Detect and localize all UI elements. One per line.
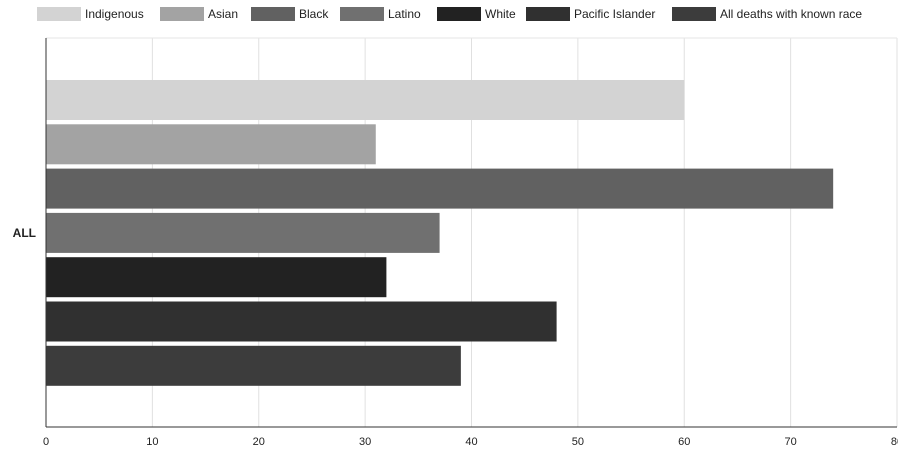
bar-asian (46, 124, 376, 165)
x-tick-label-80: 80 (891, 436, 898, 448)
x-tick-label-20: 20 (253, 436, 265, 448)
bar-indigenous (46, 80, 685, 120)
legend-label-indigenous: Indigenous (85, 7, 144, 21)
bar-latino (46, 212, 440, 253)
x-tick-label-40: 40 (465, 436, 477, 448)
axes: 0 10 20 30 40 50 60 70 80 ALL (13, 38, 898, 448)
x-tick-label-10: 10 (146, 436, 158, 448)
legend-label-white: White (485, 7, 516, 21)
legend-label-pacific-islander: Pacific Islander (574, 7, 655, 21)
x-tick-label-0: 0 (43, 436, 49, 448)
legend-swatch-latino (340, 7, 384, 21)
legend-swatch-asian (160, 7, 204, 21)
bar-black (46, 168, 834, 209)
bar-white (46, 257, 387, 298)
x-tick-label-30: 30 (359, 436, 371, 448)
x-tick-label-60: 60 (678, 436, 690, 448)
bars (46, 80, 834, 386)
legend-swatch-black (251, 7, 295, 21)
legend-label-all-deaths-with-known-race: All deaths with known race (720, 7, 862, 21)
legend-swatch-pacific-islander (526, 7, 570, 21)
legend-swatch-white (437, 7, 481, 21)
bar-pacific-islander (46, 301, 557, 342)
legend: Indigenous Asian Black Latino White Pacific I… (37, 7, 862, 21)
legend-swatch-all-deaths-with-known-race (672, 7, 716, 21)
bar-all-deaths-with-known-race (46, 345, 461, 386)
legend-label-black: Black (299, 7, 329, 21)
legend-swatch-indigenous (37, 7, 81, 21)
legend-label-asian: Asian (208, 7, 238, 21)
legend-label-latino: Latino (388, 7, 421, 21)
x-tick-label-70: 70 (785, 436, 797, 448)
category-label-all: ALL (13, 226, 36, 240)
x-tick-label-50: 50 (572, 436, 584, 448)
